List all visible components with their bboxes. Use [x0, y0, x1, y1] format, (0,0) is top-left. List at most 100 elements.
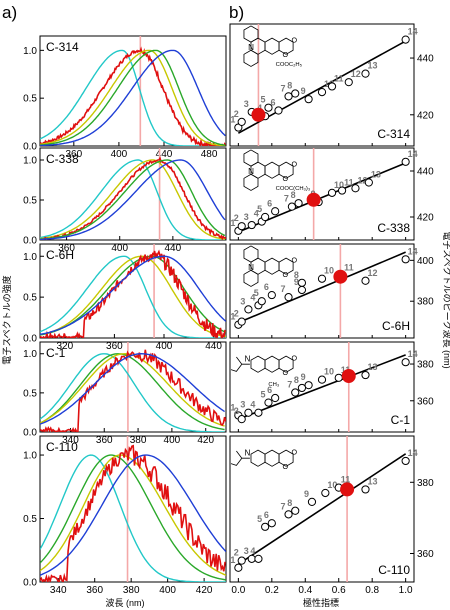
spectrum-series-yellow — [40, 255, 226, 338]
solvent-point — [361, 485, 370, 494]
spectrum-series-green — [40, 159, 226, 240]
correlation-frame — [229, 435, 415, 583]
solvent-point — [327, 82, 337, 91]
y-tick-label: 0.5 — [23, 293, 37, 304]
solvent-point-label: 7 — [281, 284, 286, 294]
solvent-point-label: 5 — [257, 514, 262, 524]
solvent-point — [267, 519, 276, 528]
solvent-point-label: 7 — [281, 501, 286, 511]
x-tick-label: 380 — [123, 585, 140, 596]
solvent-point — [247, 220, 256, 230]
solvent-point-label: 14 — [408, 448, 418, 458]
solvent-point-label: 4 — [250, 292, 255, 302]
solvent-point-label: 14 — [408, 27, 418, 37]
y-tick-label: 440 — [417, 167, 434, 178]
solvent-point-label: 8 — [291, 190, 296, 200]
solvent-point — [307, 497, 317, 506]
spectrum-series-red — [40, 349, 226, 432]
solvent-point-label: 7 — [287, 380, 292, 390]
spectrum-panel-C-1: 0.0 0.5 1.0 340 360 380 400 420 C-1 — [23, 341, 227, 446]
y-tick-label: 0.5 — [23, 514, 37, 525]
solvent-point-label: 5 — [260, 390, 265, 400]
solvent-point — [267, 290, 276, 300]
spectrum-series-red — [40, 444, 226, 582]
svg-text:COOC₂H₅: COOC₂H₅ — [276, 62, 303, 68]
spectrum-series-red — [40, 156, 226, 240]
y-tick-label: 0.0 — [23, 428, 37, 439]
spectrum-title: C-1 — [46, 346, 66, 360]
spectrum-title: C-6H — [46, 248, 74, 262]
solvent-point-label: 1 — [230, 218, 235, 228]
correlation-frame — [229, 23, 415, 147]
solvent-point-label: 9 — [301, 86, 306, 96]
correlation-panel-C-338: 420440NOOCOOC(CH₃)₃1234567891011121314C-… — [229, 147, 434, 241]
x-tick-label: 440 — [165, 243, 182, 254]
x-tick-label: 360 — [86, 585, 103, 596]
svg-text:COOC(CH₃)₃: COOC(CH₃)₃ — [276, 186, 311, 192]
solvent-point-label: 11 — [344, 178, 354, 188]
solvent-point-label: 3 — [244, 99, 249, 109]
x-tick-label: 360 — [106, 341, 123, 352]
solvent-point — [261, 522, 270, 531]
solvent-point — [344, 78, 353, 87]
panel-a-ylabel: 電子スペクトルの強度 — [1, 275, 12, 364]
solvent-point-label: 5 — [257, 204, 262, 214]
solvent-point — [304, 95, 313, 104]
solvent-point — [264, 398, 273, 407]
highlight-point — [341, 368, 356, 383]
molecule-structure-icon: N OO COOC₂H₅ — [243, 25, 303, 68]
spectrum-curves — [40, 156, 226, 240]
solvent-point-label: 3 — [244, 212, 249, 222]
solvent-point — [257, 297, 266, 306]
highlight-point — [333, 269, 348, 284]
spectrum-series-blue — [40, 454, 226, 576]
x-tick-label: 0.0 — [231, 585, 245, 596]
solvent-point-label: 2 — [234, 109, 239, 119]
solvent-point-label: 10 — [324, 266, 334, 276]
spectrum-series-blue — [40, 255, 226, 336]
y-tick-label: 1.0 — [23, 451, 37, 462]
panel-b-xlabel: 極性指標 — [303, 597, 339, 608]
y-tick-label: 0.5 — [23, 196, 37, 207]
x-tick-label: 360 — [65, 149, 82, 160]
spectrum-series-green — [40, 49, 226, 146]
y-tick-label: 1.0 — [23, 349, 37, 360]
solvent-point-label: 14 — [408, 149, 418, 159]
y-tick-label: 380 — [417, 478, 434, 489]
solvent-point-label: 11 — [334, 73, 344, 83]
solvent-point — [244, 305, 253, 314]
x-tick-label: 400 — [159, 585, 176, 596]
solvent-point-label: 6 — [264, 510, 269, 520]
solvent-point — [237, 222, 246, 231]
solvent-point-label: 13 — [367, 362, 377, 372]
solvent-point — [271, 207, 280, 216]
x-tick-label: 480 — [201, 149, 218, 160]
solvent-point-label: 13 — [367, 61, 377, 71]
x-tick-label: 420 — [196, 585, 213, 596]
solvent-point — [401, 157, 410, 166]
x-tick-label: 380 — [130, 435, 147, 446]
highlight-point — [306, 192, 321, 207]
x-tick-label: 360 — [58, 243, 75, 254]
solvent-point — [297, 278, 307, 287]
spectrum-frame — [39, 243, 227, 339]
spectrum-series-blue — [40, 352, 226, 425]
y-tick-label: 0.0 — [23, 334, 37, 345]
solvent-point-label: 3 — [244, 546, 249, 556]
svg-text:O: O — [291, 448, 297, 457]
panel-a-label: a) — [2, 3, 17, 22]
solvent-point — [321, 488, 330, 498]
solvent-point — [284, 293, 293, 302]
svg-text:O: O — [282, 50, 288, 59]
solvent-point-label: 4 — [254, 209, 259, 219]
spectrum-panel-C-314: 0.0 0.5 1.0 360 400 440 480 C-314 — [23, 35, 227, 160]
solvent-point — [401, 358, 410, 367]
solvent-point-label: 2 — [234, 213, 239, 223]
solvent-point — [327, 188, 337, 197]
solvent-point — [261, 212, 270, 222]
solvent-point-label: 13 — [367, 476, 377, 486]
y-tick-label: 0.0 — [23, 142, 37, 153]
